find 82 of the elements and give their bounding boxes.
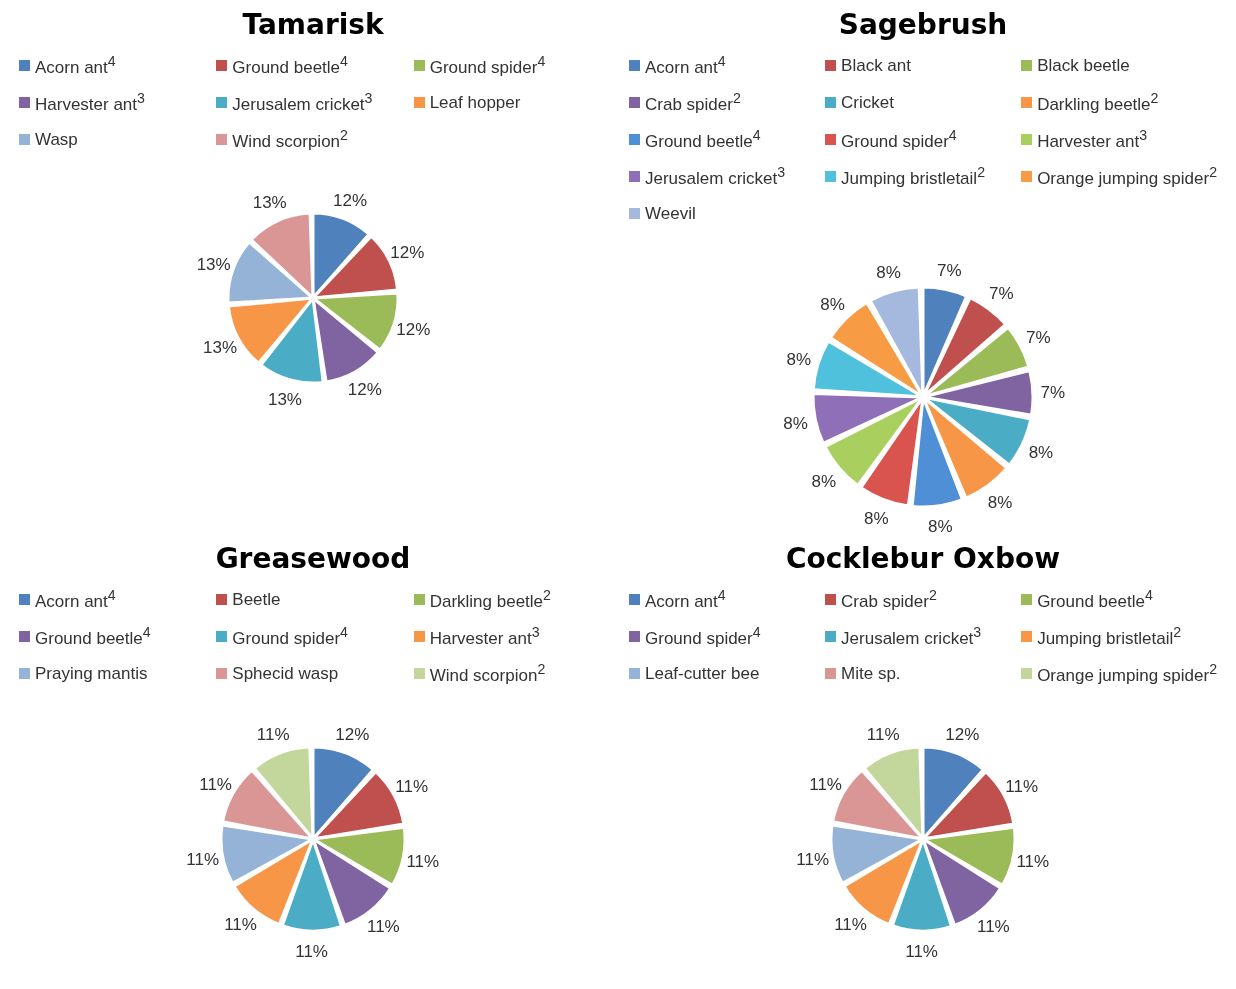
legend-label: Leaf hopper bbox=[429, 92, 521, 113]
data-label: 11% bbox=[866, 724, 900, 744]
legend-label: Mite sp. bbox=[841, 663, 901, 684]
legend-label: Ground beetle$^{4}$ bbox=[232, 53, 348, 78]
data-label: 8% bbox=[876, 262, 901, 282]
legend-label: Harvester ant$^{3}$ bbox=[35, 90, 145, 115]
legend-label: Crab spider$^{2}$ bbox=[841, 587, 937, 612]
legend-label: Ground beetle$^{4}$ bbox=[35, 624, 151, 649]
data-label: 8% bbox=[783, 413, 808, 433]
legend-label: Weevil bbox=[645, 203, 696, 224]
data-label: 13% bbox=[196, 254, 231, 274]
legend-label: Acorn ant$^{4}$ bbox=[645, 587, 726, 612]
legend-label: Jerusalem cricket$^{3}$ bbox=[841, 624, 982, 649]
legend-label: Harvester ant$^{3}$ bbox=[429, 624, 540, 649]
chart-title: Sagebrush bbox=[838, 8, 1008, 41]
data-label: 11% bbox=[224, 914, 257, 934]
data-label: 8% bbox=[1028, 442, 1054, 462]
data-label: 11% bbox=[1016, 851, 1050, 871]
data-label: 11% bbox=[256, 724, 290, 744]
legend-label: Darkling beetle$^{2}$ bbox=[429, 587, 551, 612]
data-label: 7% bbox=[1040, 382, 1066, 402]
data-label: 8% bbox=[820, 294, 845, 314]
legend-label: Cricket bbox=[841, 92, 894, 113]
chart-title: Tamarisk bbox=[242, 8, 384, 41]
data-label: 8% bbox=[987, 492, 1013, 512]
data-label: 11% bbox=[199, 774, 232, 794]
data-label: 13% bbox=[203, 337, 238, 357]
data-label: 8% bbox=[928, 516, 953, 536]
data-label: 13% bbox=[267, 389, 302, 409]
data-label: 11% bbox=[395, 776, 429, 796]
data-label: 12% bbox=[945, 724, 980, 744]
data-label: 7% bbox=[1025, 327, 1051, 347]
legend-label: Ground beetle$^{4}$ bbox=[645, 127, 761, 152]
legend-label: Harvester ant$^{3}$ bbox=[1037, 127, 1148, 152]
data-label: 11% bbox=[366, 916, 400, 936]
data-label: 11% bbox=[834, 914, 867, 934]
legend-label: Wasp bbox=[35, 129, 78, 150]
legend-label: Ground spider$^{4}$ bbox=[429, 53, 546, 78]
data-label: 7% bbox=[937, 260, 962, 280]
legend-label: Wind scorpion$^{2}$ bbox=[429, 661, 546, 686]
legend-label: Praying mantis bbox=[35, 663, 148, 684]
legend-label: Black beetle bbox=[1037, 55, 1130, 76]
legend-label: Orange jumping spider$^{2}$ bbox=[1037, 164, 1217, 189]
data-label: 13% bbox=[252, 192, 287, 212]
data-label: 8% bbox=[786, 349, 812, 369]
legend-label: Acorn ant$^{4}$ bbox=[35, 53, 116, 78]
data-label: 7% bbox=[989, 283, 1014, 303]
legend-label: Orange jumping spider$^{2}$ bbox=[1037, 661, 1217, 686]
legend-label: Black ant bbox=[841, 55, 911, 76]
legend-label: Ground spider$^{4}$ bbox=[841, 127, 957, 152]
data-label: 8% bbox=[864, 508, 889, 528]
data-label: 12% bbox=[396, 319, 431, 339]
legend-label: Ground spider$^{4}$ bbox=[232, 624, 348, 649]
legend-label: Leaf-cutter bee bbox=[645, 663, 760, 684]
data-label: 11% bbox=[186, 849, 220, 869]
legend-label: Jumping bristletail$^{2}$ bbox=[841, 164, 985, 189]
legend-label: Jerusalem cricket$^{3}$ bbox=[645, 164, 786, 189]
data-label: 11% bbox=[406, 851, 440, 871]
chart-title: Greasewood bbox=[215, 542, 411, 575]
legend-label: Acorn ant$^{4}$ bbox=[645, 53, 726, 78]
data-label: 11% bbox=[905, 941, 938, 961]
data-label: 11% bbox=[1005, 776, 1039, 796]
legend-label: Acorn ant$^{4}$ bbox=[35, 587, 116, 612]
legend-label: Jumping bristletail$^{2}$ bbox=[1037, 624, 1182, 649]
data-label: 11% bbox=[295, 941, 328, 961]
data-label: 11% bbox=[976, 916, 1010, 936]
data-label: 11% bbox=[809, 774, 842, 794]
legend-label: Darkling beetle$^{2}$ bbox=[1037, 90, 1159, 115]
data-label: 12% bbox=[347, 379, 382, 399]
data-label: 11% bbox=[796, 849, 830, 869]
legend-label: Ground beetle$^{4}$ bbox=[1037, 587, 1153, 612]
chart-title: Cocklebur Oxbow bbox=[785, 542, 1061, 575]
legend-label: Sphecid wasp bbox=[232, 663, 339, 684]
data-label: 12% bbox=[333, 190, 368, 210]
legend-label: Crab spider$^{2}$ bbox=[645, 90, 741, 115]
data-label: 12% bbox=[390, 242, 425, 262]
legend-label: Beetle bbox=[232, 589, 281, 610]
legend-label: Jerusalem cricket$^{3}$ bbox=[232, 90, 373, 115]
data-label: 12% bbox=[335, 724, 370, 744]
legend-label: Wind scorpion$^{2}$ bbox=[232, 127, 348, 152]
legend-label: Ground spider$^{4}$ bbox=[645, 624, 761, 649]
data-label: 8% bbox=[811, 471, 837, 491]
